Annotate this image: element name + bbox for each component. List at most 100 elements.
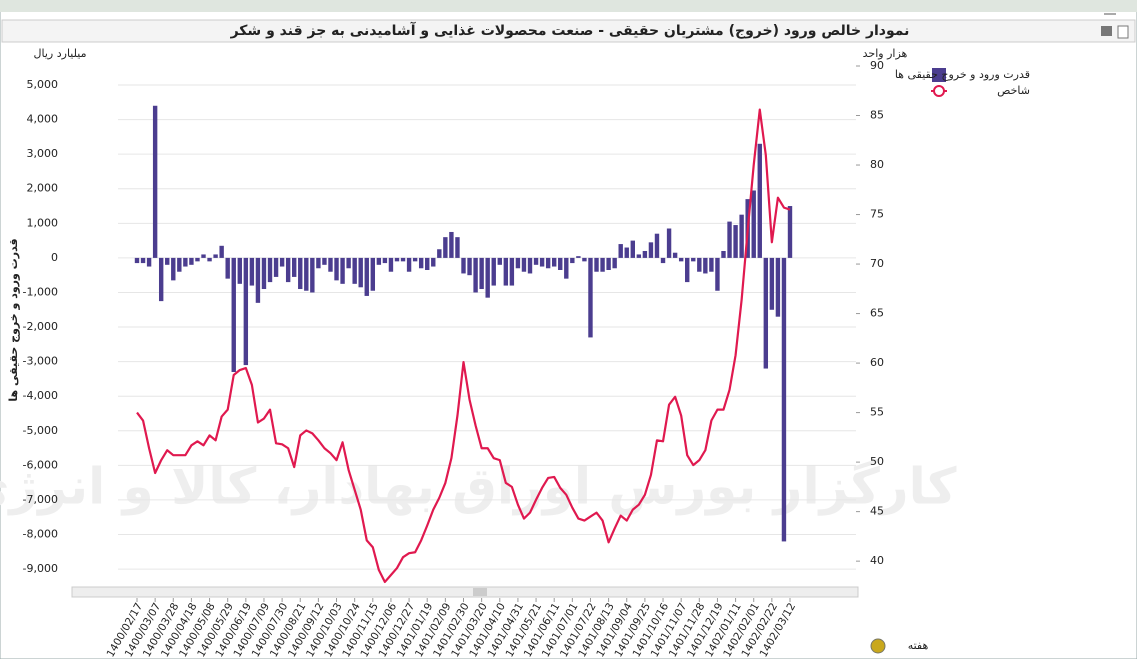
scroll-track[interactable] xyxy=(71,586,859,598)
line xyxy=(136,108,791,584)
bar xyxy=(642,250,648,258)
bar xyxy=(400,257,406,262)
bar xyxy=(225,257,230,279)
bar xyxy=(273,257,279,277)
bar xyxy=(322,257,327,265)
bar xyxy=(672,252,678,258)
bar xyxy=(140,257,146,264)
bar xyxy=(485,257,490,298)
bar xyxy=(606,257,611,270)
y-tick-label: -6,000 xyxy=(23,458,58,471)
y-unit: میلیارد ریال xyxy=(34,47,87,60)
bar xyxy=(594,257,599,272)
bar xyxy=(630,240,635,258)
bar xyxy=(382,257,388,264)
bar xyxy=(751,190,756,258)
print-icon[interactable] xyxy=(1101,26,1112,36)
bar xyxy=(624,247,629,258)
bar xyxy=(539,257,545,267)
legend-label: قدرت ورود و خروج حقیقی ها xyxy=(895,68,1030,81)
y2-tick-label: 85 xyxy=(870,109,884,122)
bar xyxy=(443,237,448,258)
bar xyxy=(618,244,623,258)
bar xyxy=(183,257,188,267)
scroll-thumb[interactable] xyxy=(473,588,487,596)
y2-tick-label: 40 xyxy=(870,554,884,567)
bar xyxy=(721,250,726,258)
y2-tick-label: 80 xyxy=(870,158,884,171)
bar xyxy=(158,257,164,302)
bar xyxy=(285,257,291,283)
bar xyxy=(146,257,152,267)
bar xyxy=(709,257,714,272)
bar xyxy=(364,257,369,296)
y-tick-label: 5,000 xyxy=(27,78,59,91)
bar xyxy=(437,249,442,258)
bar xyxy=(189,257,194,265)
bar xyxy=(570,257,575,264)
y-tick-label: -5,000 xyxy=(23,424,58,437)
bar xyxy=(292,257,297,277)
bar xyxy=(152,105,158,258)
bar xyxy=(231,257,236,372)
bar xyxy=(757,143,762,258)
bar xyxy=(213,254,218,258)
bar xyxy=(654,233,660,258)
bar xyxy=(491,257,496,286)
bar xyxy=(255,257,261,303)
y2-unit: هزار واحد xyxy=(863,47,908,60)
bar xyxy=(352,257,357,284)
bar xyxy=(727,221,732,258)
bar xyxy=(564,257,569,279)
bar xyxy=(787,206,793,258)
bar xyxy=(376,257,382,265)
bar xyxy=(697,257,702,272)
bar xyxy=(739,214,744,258)
bar xyxy=(660,257,666,264)
y2-tick-label: 60 xyxy=(870,356,884,369)
y2-tick-label: 75 xyxy=(870,208,884,221)
y2-tick-label: 55 xyxy=(870,406,884,419)
bar xyxy=(769,257,775,310)
bar xyxy=(582,257,587,262)
legend-label: شاخص xyxy=(997,84,1030,97)
bar xyxy=(775,257,781,317)
bar xyxy=(449,231,454,258)
bar xyxy=(207,257,212,262)
y-tick-label: 4,000 xyxy=(27,113,59,126)
toolbar-icons[interactable] xyxy=(1101,13,1129,39)
bar xyxy=(171,257,176,281)
bar xyxy=(527,257,533,274)
bar xyxy=(346,257,351,269)
legend-swatch xyxy=(932,68,946,82)
bar xyxy=(588,257,593,338)
x-axis-icon[interactable] xyxy=(870,638,886,654)
y2-tick-label: 45 xyxy=(870,505,884,518)
bar xyxy=(304,257,309,291)
bar xyxy=(678,257,684,262)
bar xyxy=(515,257,521,269)
bar xyxy=(551,257,557,267)
export-icon[interactable] xyxy=(1117,25,1129,39)
bar xyxy=(715,257,720,291)
bar xyxy=(703,257,708,274)
bar xyxy=(600,257,605,272)
bar xyxy=(509,257,515,286)
scrollbar[interactable] xyxy=(71,586,859,598)
bar xyxy=(334,257,339,281)
bar xyxy=(412,257,418,262)
bar xyxy=(473,257,478,293)
bar xyxy=(237,257,242,284)
bar xyxy=(134,257,140,264)
bar xyxy=(201,254,206,258)
bar xyxy=(177,257,182,272)
bar xyxy=(666,228,672,258)
y2-tick-label: 50 xyxy=(870,455,884,468)
y-tick-label: -9,000 xyxy=(23,562,58,575)
bar xyxy=(497,257,502,265)
bar xyxy=(370,257,376,291)
bar xyxy=(340,257,345,284)
bar xyxy=(636,254,642,258)
